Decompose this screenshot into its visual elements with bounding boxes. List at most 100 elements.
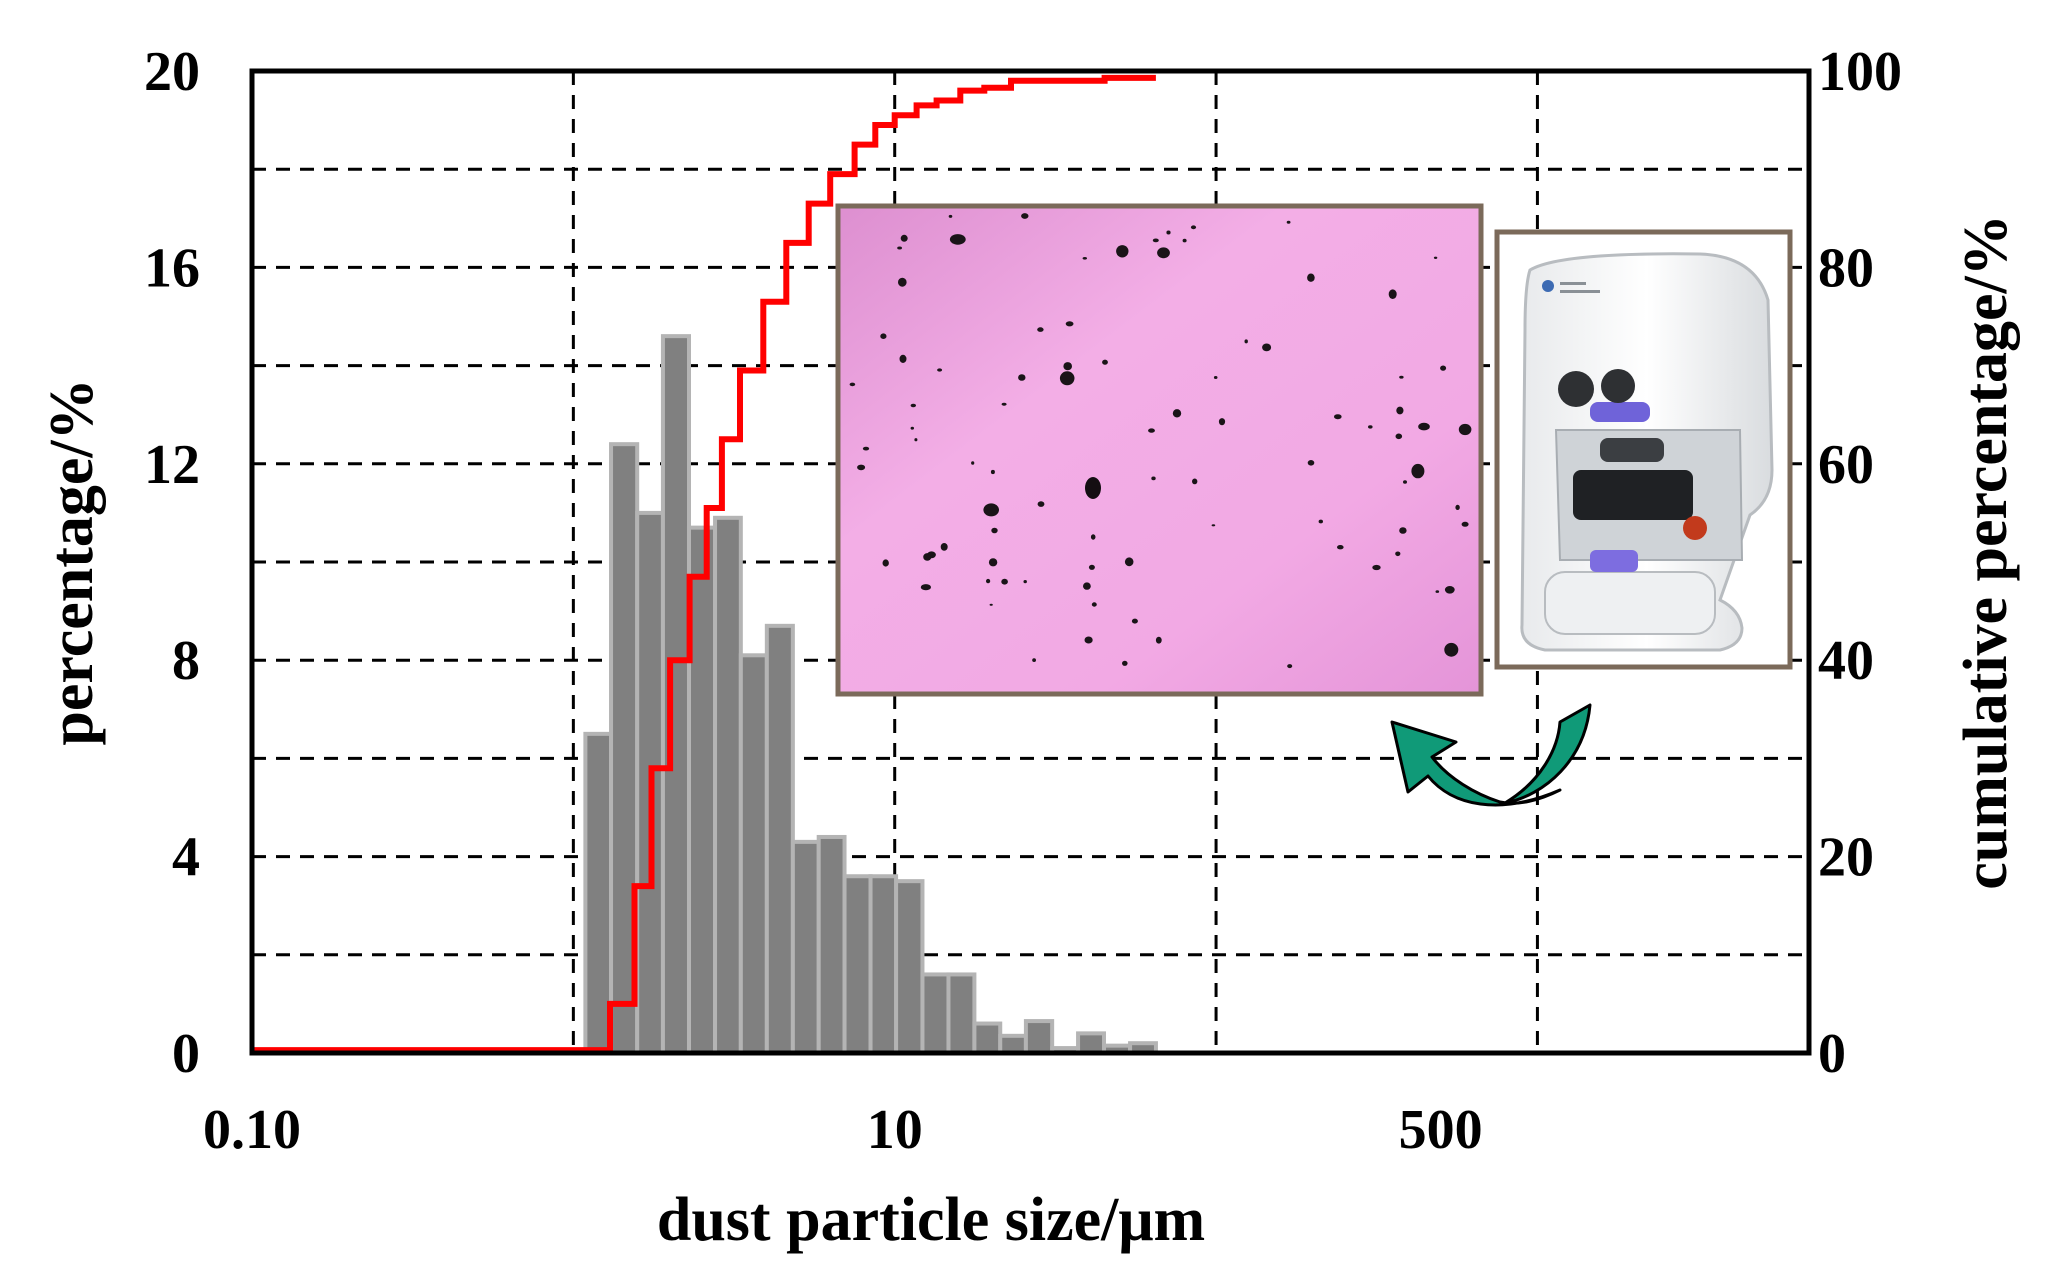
x-tick-label: 0.10 (203, 1099, 301, 1161)
y2-tick-label: 60 (1818, 434, 1874, 496)
histogram-bar (868, 874, 899, 1055)
particle (983, 503, 999, 517)
y-tick-label: 12 (144, 434, 200, 496)
instrument-label-line-2 (1560, 290, 1600, 293)
particle (1065, 321, 1074, 327)
particle (1461, 521, 1469, 527)
particle (1085, 477, 1101, 499)
particle (1182, 238, 1187, 243)
histogram-bar (894, 879, 925, 1056)
particle (1286, 220, 1291, 224)
particle (920, 584, 932, 591)
particle (1166, 230, 1171, 235)
histogram-bar (1076, 1031, 1107, 1055)
particle (1152, 238, 1159, 243)
particle (1082, 257, 1088, 260)
particle (1262, 343, 1272, 352)
histogram-bar (816, 834, 847, 1056)
instrument-focus-knob (1683, 516, 1707, 540)
y2-tick-label: 20 (1818, 827, 1874, 889)
particle (857, 464, 866, 471)
x-tick-label: 500 (1399, 1099, 1483, 1161)
particle (1032, 658, 1036, 662)
particle (1190, 225, 1197, 230)
particle (1334, 414, 1342, 420)
particle (1318, 519, 1324, 524)
particle (1037, 327, 1044, 332)
particle (1157, 247, 1170, 259)
particle (986, 578, 991, 584)
particle (1399, 527, 1407, 534)
particle (1192, 478, 1198, 485)
y-tick-label: 0 (172, 1023, 200, 1085)
particle (1444, 586, 1455, 594)
particle (1116, 245, 1129, 258)
particle (880, 333, 887, 340)
histogram-bar (842, 874, 873, 1055)
particle (1211, 524, 1216, 527)
histogram-bar (790, 839, 821, 1055)
particle (948, 214, 953, 218)
left-y-axis-ticks: 0 4 8 12 16 20 (144, 41, 200, 1085)
particle (1083, 582, 1091, 590)
instrument-light (1590, 402, 1650, 422)
particle (1023, 580, 1027, 584)
instrument-knob-right (1601, 369, 1635, 403)
y2-axis-title: cumulative percentage/% (1952, 214, 2020, 890)
y-tick-label: 20 (144, 41, 200, 103)
particle (862, 446, 870, 451)
y2-tick-label: 100 (1818, 41, 1902, 103)
particle (991, 527, 998, 534)
histogram-bar (946, 972, 977, 1055)
particle (1018, 374, 1026, 381)
particle (1063, 362, 1072, 371)
micrograph-frame (835, 203, 1484, 697)
particle (1124, 557, 1134, 567)
particle (1122, 660, 1128, 666)
histogram-bar (764, 623, 795, 1056)
micrograph-image (835, 203, 1484, 697)
x-axis-title: dust particle size/μm (657, 1186, 1205, 1254)
particle (990, 469, 995, 475)
particle (1307, 273, 1315, 282)
particle (1372, 564, 1381, 571)
y2-tick-label: 40 (1818, 630, 1874, 692)
y2-tick-label: 80 (1818, 237, 1874, 299)
particle (1435, 590, 1440, 593)
particle (1001, 578, 1008, 585)
instrument-knob-left (1558, 371, 1594, 407)
x-tick-label: 10 (867, 1099, 923, 1161)
particle (949, 234, 966, 245)
particle (1090, 534, 1096, 540)
particle (988, 558, 998, 567)
particle (1395, 433, 1403, 440)
particle (1396, 406, 1404, 415)
particle (1213, 376, 1218, 379)
histogram-bar (920, 972, 951, 1055)
particle (1131, 618, 1138, 624)
particle (1411, 463, 1425, 479)
particle (1151, 476, 1156, 481)
particle (897, 246, 902, 250)
particle (882, 559, 889, 567)
particle (1287, 664, 1293, 669)
particle (1444, 642, 1459, 657)
particle (1399, 375, 1404, 379)
y-tick-label: 16 (144, 237, 200, 299)
instrument-objectives (1600, 438, 1664, 462)
particle (1084, 636, 1093, 644)
histogram-bar (738, 653, 769, 1055)
curved-arrow-icon (1390, 703, 1592, 807)
y-tick-label: 8 (172, 630, 200, 692)
particle (1418, 422, 1430, 431)
instrument-logo-mark (1542, 280, 1554, 292)
histogram-bar (713, 515, 743, 1055)
particle (1337, 545, 1344, 550)
particle (1037, 501, 1045, 507)
y-tick-label: 4 (172, 827, 200, 889)
plot-area-frame (249, 68, 1812, 1056)
y-axis-title: percentage/% (38, 378, 106, 745)
instrument-label-line-1 (1560, 282, 1586, 285)
particle (927, 551, 936, 559)
